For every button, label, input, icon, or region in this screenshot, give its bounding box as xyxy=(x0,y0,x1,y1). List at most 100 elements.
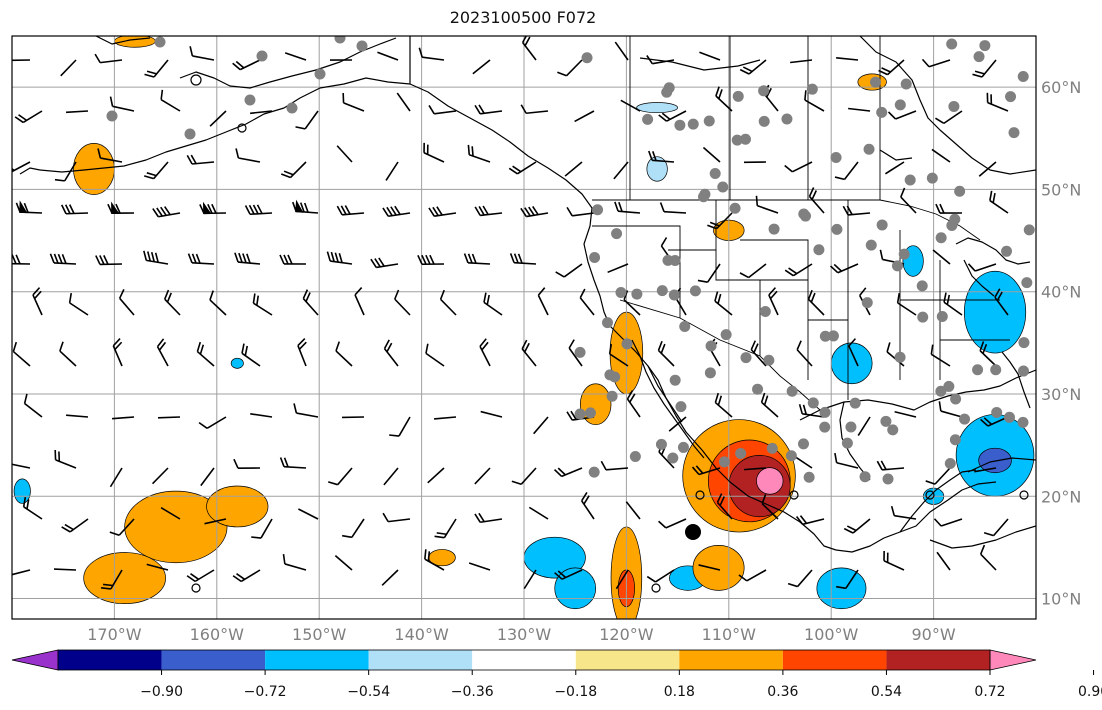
station-dot xyxy=(948,100,960,112)
wind-barb xyxy=(528,506,549,520)
coastlines xyxy=(19,36,1036,593)
colorbar-segment xyxy=(265,650,369,670)
wind-barb xyxy=(151,467,169,485)
wind-barb xyxy=(933,518,963,527)
station-dot xyxy=(882,473,894,485)
station-dot xyxy=(1021,277,1033,289)
station-dot xyxy=(1001,245,1013,257)
wind-barb xyxy=(428,206,457,217)
station-dot xyxy=(979,40,991,52)
wind-barb xyxy=(15,200,43,214)
wind-barb xyxy=(118,289,135,316)
station-dot xyxy=(831,223,843,235)
wind-barb xyxy=(568,339,583,367)
station-dot xyxy=(720,329,732,341)
station-dot xyxy=(991,406,1003,418)
station-dot xyxy=(880,415,892,427)
station-dot xyxy=(621,338,633,350)
wind-barb xyxy=(163,289,181,316)
station-dot xyxy=(763,354,775,366)
wind-barb xyxy=(160,507,181,520)
wind-barb xyxy=(979,341,997,367)
wind-barb xyxy=(327,467,353,486)
wind-barb xyxy=(808,187,825,214)
station-dot xyxy=(286,102,298,114)
wind-barb xyxy=(787,569,813,588)
wind-barb xyxy=(233,458,261,469)
wind-barb xyxy=(389,416,411,437)
wind-barb xyxy=(12,59,31,62)
wind-barb xyxy=(979,544,997,571)
wind-barb xyxy=(474,104,503,115)
wind-barb xyxy=(887,110,917,120)
negative-anomaly-patch xyxy=(830,342,873,385)
station-dot xyxy=(766,442,778,454)
wind-barb xyxy=(521,36,537,61)
colorbar-segment xyxy=(679,650,783,670)
wind-barb xyxy=(714,392,733,418)
colorbar-segment xyxy=(472,650,576,670)
station-dot xyxy=(1023,224,1035,236)
latitude-label: 30°N xyxy=(1041,385,1081,404)
wind-barb xyxy=(383,339,399,367)
wind-barb xyxy=(607,263,629,274)
wind-barb xyxy=(784,263,813,277)
wind-barb xyxy=(23,393,43,418)
wind-barb xyxy=(555,263,583,278)
map-title: 2023100500 F072 xyxy=(449,8,597,27)
wind-barb xyxy=(423,142,445,163)
wind-barb xyxy=(883,550,905,571)
wind-barb xyxy=(250,110,273,115)
wind-barb xyxy=(297,337,307,367)
colorbar-level-label: −0.18 xyxy=(554,684,597,700)
station-dot xyxy=(849,397,861,409)
station-dot xyxy=(689,285,701,297)
station-dot xyxy=(740,352,752,364)
wind-barb xyxy=(830,263,859,274)
negative-anomaly-patch xyxy=(646,156,668,182)
wind-barb xyxy=(439,289,457,316)
station-dot xyxy=(863,143,875,155)
wind-barb xyxy=(989,190,1009,214)
station-dot xyxy=(797,438,809,450)
wind-barb xyxy=(974,467,997,473)
wind-barb xyxy=(160,89,181,112)
wind-barb xyxy=(921,58,951,68)
wind-barb xyxy=(554,569,583,580)
station-dot xyxy=(807,397,819,409)
wind-barb xyxy=(614,201,641,214)
wind-barb xyxy=(65,110,89,114)
wind-barb xyxy=(876,460,905,471)
station-dot xyxy=(604,369,616,381)
station-dot xyxy=(154,36,166,48)
wind-barb xyxy=(94,53,123,64)
colorbar-segment xyxy=(782,650,887,670)
station-dot xyxy=(675,401,687,413)
positive-anomaly-patch xyxy=(114,36,156,48)
station-dot xyxy=(1017,365,1029,377)
station-dot xyxy=(356,40,368,52)
station-dot xyxy=(859,471,871,483)
station-dot xyxy=(677,441,689,453)
wind-barb xyxy=(798,404,825,418)
station-dot xyxy=(813,244,825,256)
wind-barb xyxy=(468,562,491,571)
wind-barb xyxy=(59,341,77,367)
wind-barb xyxy=(109,467,123,488)
wind-barb xyxy=(100,569,123,590)
station-dot xyxy=(819,330,831,342)
colorbar-segment xyxy=(161,650,266,670)
wind-barb xyxy=(553,467,583,478)
wind-barb xyxy=(537,287,549,316)
station-dot xyxy=(314,68,326,80)
wind-barb xyxy=(32,287,43,316)
wind-barb xyxy=(235,148,261,163)
longitude-label: 140°W xyxy=(394,625,449,644)
negative-anomaly-patch xyxy=(13,478,31,504)
positive-anomaly-patch xyxy=(83,552,166,605)
wind-barb xyxy=(972,59,997,78)
wind-barb xyxy=(342,518,365,539)
station-dot xyxy=(601,317,613,329)
wind-barb xyxy=(574,110,595,123)
station-dot xyxy=(669,374,681,386)
